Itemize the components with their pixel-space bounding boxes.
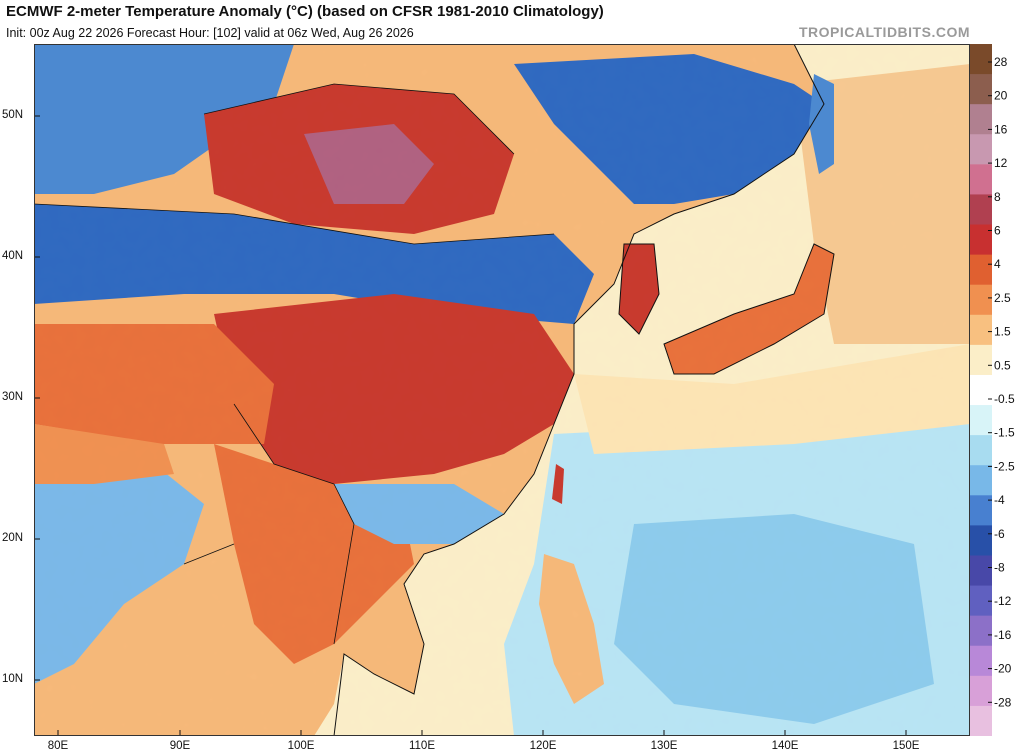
south-china-cool	[334, 484, 504, 544]
legend-swatch	[970, 645, 992, 677]
color-legend: 28 20 16 12 8 6 4 2.5 1.5 0.5 -0.5 -1.5 -2.5 -4 -6 -8 -1…	[970, 44, 1015, 736]
india-warm-patches	[34, 424, 174, 484]
legend-value-label: -20	[994, 662, 1012, 676]
northwest-cool-region	[34, 44, 294, 194]
anomaly-map	[34, 44, 970, 736]
mongolia-very-hot-core	[304, 124, 434, 204]
legend-swatch	[970, 344, 992, 376]
legend-swatch	[970, 705, 992, 736]
legend-value-label: -28	[994, 695, 1012, 709]
philippines	[539, 554, 604, 704]
central-asia-cold-band	[34, 204, 594, 324]
legend-swatch	[970, 194, 992, 226]
legend-swatch	[970, 374, 992, 406]
taiwan	[552, 464, 564, 504]
source-watermark: TROPICALTIDBITS.COM	[798, 24, 970, 40]
lon-label-120e: 120E	[529, 740, 557, 752]
legend-value-label: 8	[994, 190, 1001, 204]
lon-label-130e: 130E	[650, 740, 678, 752]
legend-swatch	[970, 44, 992, 75]
legend-swatch	[970, 615, 992, 647]
korea-coastline	[618, 243, 660, 335]
map-title: ECMWF 2-meter Temperature Anomaly (°C) (…	[6, 3, 604, 20]
legend-value-label: 6	[994, 224, 1001, 238]
legend-value-label: -6	[994, 527, 1005, 541]
legend-value-label: -1.5	[994, 426, 1015, 440]
lon-label-110e: 110E	[408, 740, 436, 752]
legend-swatch	[970, 525, 992, 556]
korea-warm	[619, 244, 659, 334]
sakhalin-cool	[809, 74, 834, 174]
legend-value-label: 4	[994, 257, 1001, 271]
legend-swatch	[970, 585, 992, 617]
legend-value-label: -16	[994, 628, 1012, 642]
legend-value-label: 12	[994, 156, 1008, 170]
pacific-warm-band	[574, 344, 970, 454]
grid-ticks	[34, 115, 907, 736]
legend-value-label: -4	[994, 493, 1005, 507]
lon-label-90e: 90E	[169, 740, 191, 752]
legend-swatch	[970, 284, 992, 316]
legend-value-label: 28	[994, 55, 1008, 69]
legend-swatch	[970, 435, 992, 466]
lat-label-50n: 50N	[2, 109, 24, 121]
lat-label-40n: 40N	[2, 250, 24, 262]
lon-label-150e: 150E	[892, 740, 920, 752]
legend-swatch	[970, 254, 992, 286]
legend-value-label: 0.5	[994, 358, 1011, 372]
northeast-cold-region	[514, 54, 824, 204]
lat-label-20n: 20N	[2, 532, 24, 544]
legend-value-label: -8	[994, 561, 1005, 575]
map-subtitle: Init: 00z Aug 22 2026 Forecast Hour: [10…	[6, 26, 414, 40]
legend-value-label: -0.5	[994, 392, 1015, 406]
japan-coastline	[663, 243, 835, 375]
lat-label-10n: 10N	[2, 673, 24, 685]
legend-value-label: 16	[994, 122, 1008, 136]
legend-swatch	[970, 224, 992, 256]
legend-value-label: -2.5	[994, 459, 1015, 473]
india-cool-patches	[34, 464, 204, 684]
legend-swatch	[970, 675, 992, 707]
central-china-hot-region	[214, 294, 574, 484]
border-lines	[34, 83, 555, 645]
lon-label-80e: 80E	[47, 740, 69, 752]
legend-value-label: 1.5	[994, 325, 1011, 339]
legend-swatch	[970, 314, 992, 346]
tibet-warm-region	[34, 324, 274, 444]
lon-label-100e: 100E	[287, 740, 315, 752]
legend-swatch	[970, 495, 992, 526]
legend-swatch	[970, 164, 992, 195]
lon-label-140e: 140E	[771, 740, 799, 752]
coastline	[333, 44, 825, 736]
legend-value-label: -12	[994, 594, 1012, 608]
legend-swatch	[970, 134, 992, 165]
legend-swatch	[970, 555, 992, 587]
north-pacific-warm	[794, 64, 970, 344]
legend-swatch	[970, 465, 992, 496]
lat-label-30n: 30N	[2, 391, 24, 403]
noise-texture	[34, 44, 970, 736]
legend-swatch	[970, 74, 992, 105]
legend-value-label: 2.5	[994, 291, 1011, 305]
legend-swatch	[970, 405, 992, 436]
legend-value-label: 20	[994, 89, 1008, 103]
legend-swatch	[970, 104, 992, 135]
pacific-cool-core	[614, 514, 934, 724]
